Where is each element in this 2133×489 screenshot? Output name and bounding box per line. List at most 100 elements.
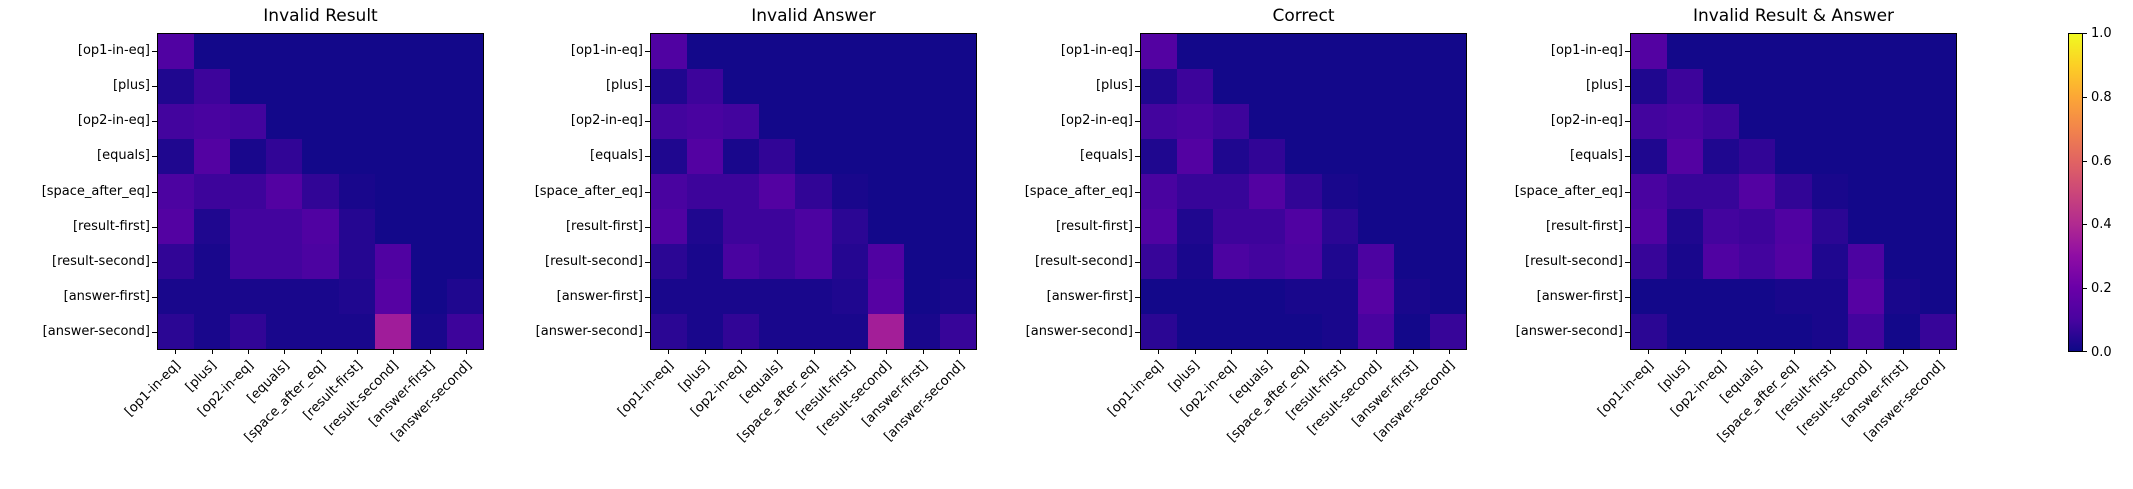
heatmap-cell — [374, 314, 411, 349]
heatmap-cell — [759, 139, 796, 174]
heatmap-cell — [687, 279, 724, 314]
heatmap-cell — [1321, 279, 1358, 314]
x-tick-mark — [1195, 350, 1196, 354]
y-tick-label: [answer-second] — [1025, 324, 1133, 339]
heatmap-cell — [194, 314, 231, 349]
heatmap-cell — [158, 139, 195, 174]
y-tick-mark — [1625, 121, 1630, 122]
y-tick-mark — [645, 86, 650, 87]
x-tick-mark — [1231, 350, 1232, 354]
heatmap-cell — [1393, 279, 1430, 314]
heatmap-cell — [1919, 314, 1956, 349]
x-tick-mark — [1376, 350, 1377, 354]
y-tick-mark — [152, 121, 157, 122]
heatmap-cell — [302, 174, 339, 209]
heatmap-cell — [158, 104, 195, 139]
heatmap-cell — [1667, 139, 1704, 174]
heatmap-cell — [338, 69, 375, 104]
heatmap-cell — [687, 314, 724, 349]
heatmap-cell — [1429, 174, 1466, 209]
chart-title: Invalid Result & Answer — [1692, 6, 1895, 26]
y-tick-mark — [645, 51, 650, 52]
y-tick-mark — [645, 262, 650, 263]
heatmap-cell — [158, 69, 195, 104]
heatmap-cell — [1141, 209, 1178, 244]
heatmap-cell — [1357, 244, 1394, 279]
y-tick-label: [op1-in-eq] — [570, 43, 643, 58]
x-tick-mark — [1304, 350, 1305, 354]
heatmap-cell — [266, 314, 303, 349]
heatmap-cell — [1177, 314, 1214, 349]
heatmap-cell — [795, 174, 832, 209]
heatmap-cell — [1141, 34, 1178, 69]
x-tick-mark — [1340, 350, 1341, 354]
heatmap-cell — [1213, 244, 1250, 279]
heatmap-cell — [194, 69, 231, 104]
heatmap-cell — [194, 139, 231, 174]
heatmap-cell — [1847, 209, 1884, 244]
heatmap-cell — [831, 139, 868, 174]
heatmap-cell — [795, 34, 832, 69]
heatmap-cell — [1883, 174, 1920, 209]
heatmap-cell — [302, 139, 339, 174]
heatmap-cell — [338, 209, 375, 244]
heatmap-cell — [230, 139, 267, 174]
x-tick-label: [op1-in-eq] — [1105, 358, 1167, 420]
x-tick-mark — [357, 350, 358, 354]
x-tick-mark — [1685, 350, 1686, 354]
heatmap-cell — [1739, 174, 1776, 209]
heatmap-cell — [651, 34, 688, 69]
heatmap-cell — [1919, 244, 1956, 279]
heatmap-cell — [1285, 279, 1322, 314]
colorbar-tick-label: 0.2 — [2091, 281, 2112, 296]
heatmap-cell — [1775, 139, 1812, 174]
x-tick-label: [op1-in-eq] — [122, 358, 184, 420]
heatmap-cell — [1249, 104, 1286, 139]
heatmap-cell — [1429, 139, 1466, 174]
heatmap-cell — [410, 314, 447, 349]
y-tick-label: [result-second] — [1525, 254, 1623, 269]
heatmap-cell — [1177, 244, 1214, 279]
x-tick-mark — [959, 350, 960, 354]
x-tick-mark — [1449, 350, 1450, 354]
y-tick-mark — [1135, 156, 1140, 157]
y-tick-label: [op2-in-eq] — [1060, 113, 1133, 128]
heatmap-cell — [651, 279, 688, 314]
y-tick-label: [op1-in-eq] — [1550, 43, 1623, 58]
heatmap-cell — [158, 34, 195, 69]
heatmap-cell — [1285, 139, 1322, 174]
y-tick-label: [op1-in-eq] — [77, 43, 150, 58]
colorbar-tick-label: 0.4 — [2091, 217, 2112, 232]
y-tick-mark — [152, 192, 157, 193]
heatmap-cell — [1213, 139, 1250, 174]
heatmap-cell — [230, 104, 267, 139]
heatmap-cell — [338, 34, 375, 69]
heatmap-cell — [1847, 314, 1884, 349]
y-tick-label: [equals] — [1080, 148, 1133, 163]
y-tick-label: [op1-in-eq] — [1060, 43, 1133, 58]
heatmap-cell — [1631, 244, 1668, 279]
x-tick-mark — [777, 350, 778, 354]
y-tick-mark — [1135, 227, 1140, 228]
colorbar-gradient — [2068, 33, 2083, 352]
heatmap-cell — [1285, 174, 1322, 209]
heatmap-cell — [1775, 104, 1812, 139]
heatmap-cell — [1213, 314, 1250, 349]
colorbar-tick-label: 0.0 — [2091, 345, 2112, 360]
heatmap-cell — [1739, 244, 1776, 279]
heatmap-cell — [1667, 244, 1704, 279]
heatmap-cell — [158, 209, 195, 244]
heatmap-cell — [759, 34, 796, 69]
heatmap-cell — [374, 139, 411, 174]
y-tick-mark — [1135, 332, 1140, 333]
heatmap-cell — [1919, 34, 1956, 69]
heatmap-cell — [1249, 279, 1286, 314]
heatmap-cell — [1883, 104, 1920, 139]
x-tick-mark — [430, 350, 431, 354]
heatmap-cell — [1739, 104, 1776, 139]
heatmap-cell — [1321, 209, 1358, 244]
heatmap-cell — [194, 34, 231, 69]
y-tick-label: [result-second] — [52, 254, 150, 269]
heatmap-cell — [687, 244, 724, 279]
